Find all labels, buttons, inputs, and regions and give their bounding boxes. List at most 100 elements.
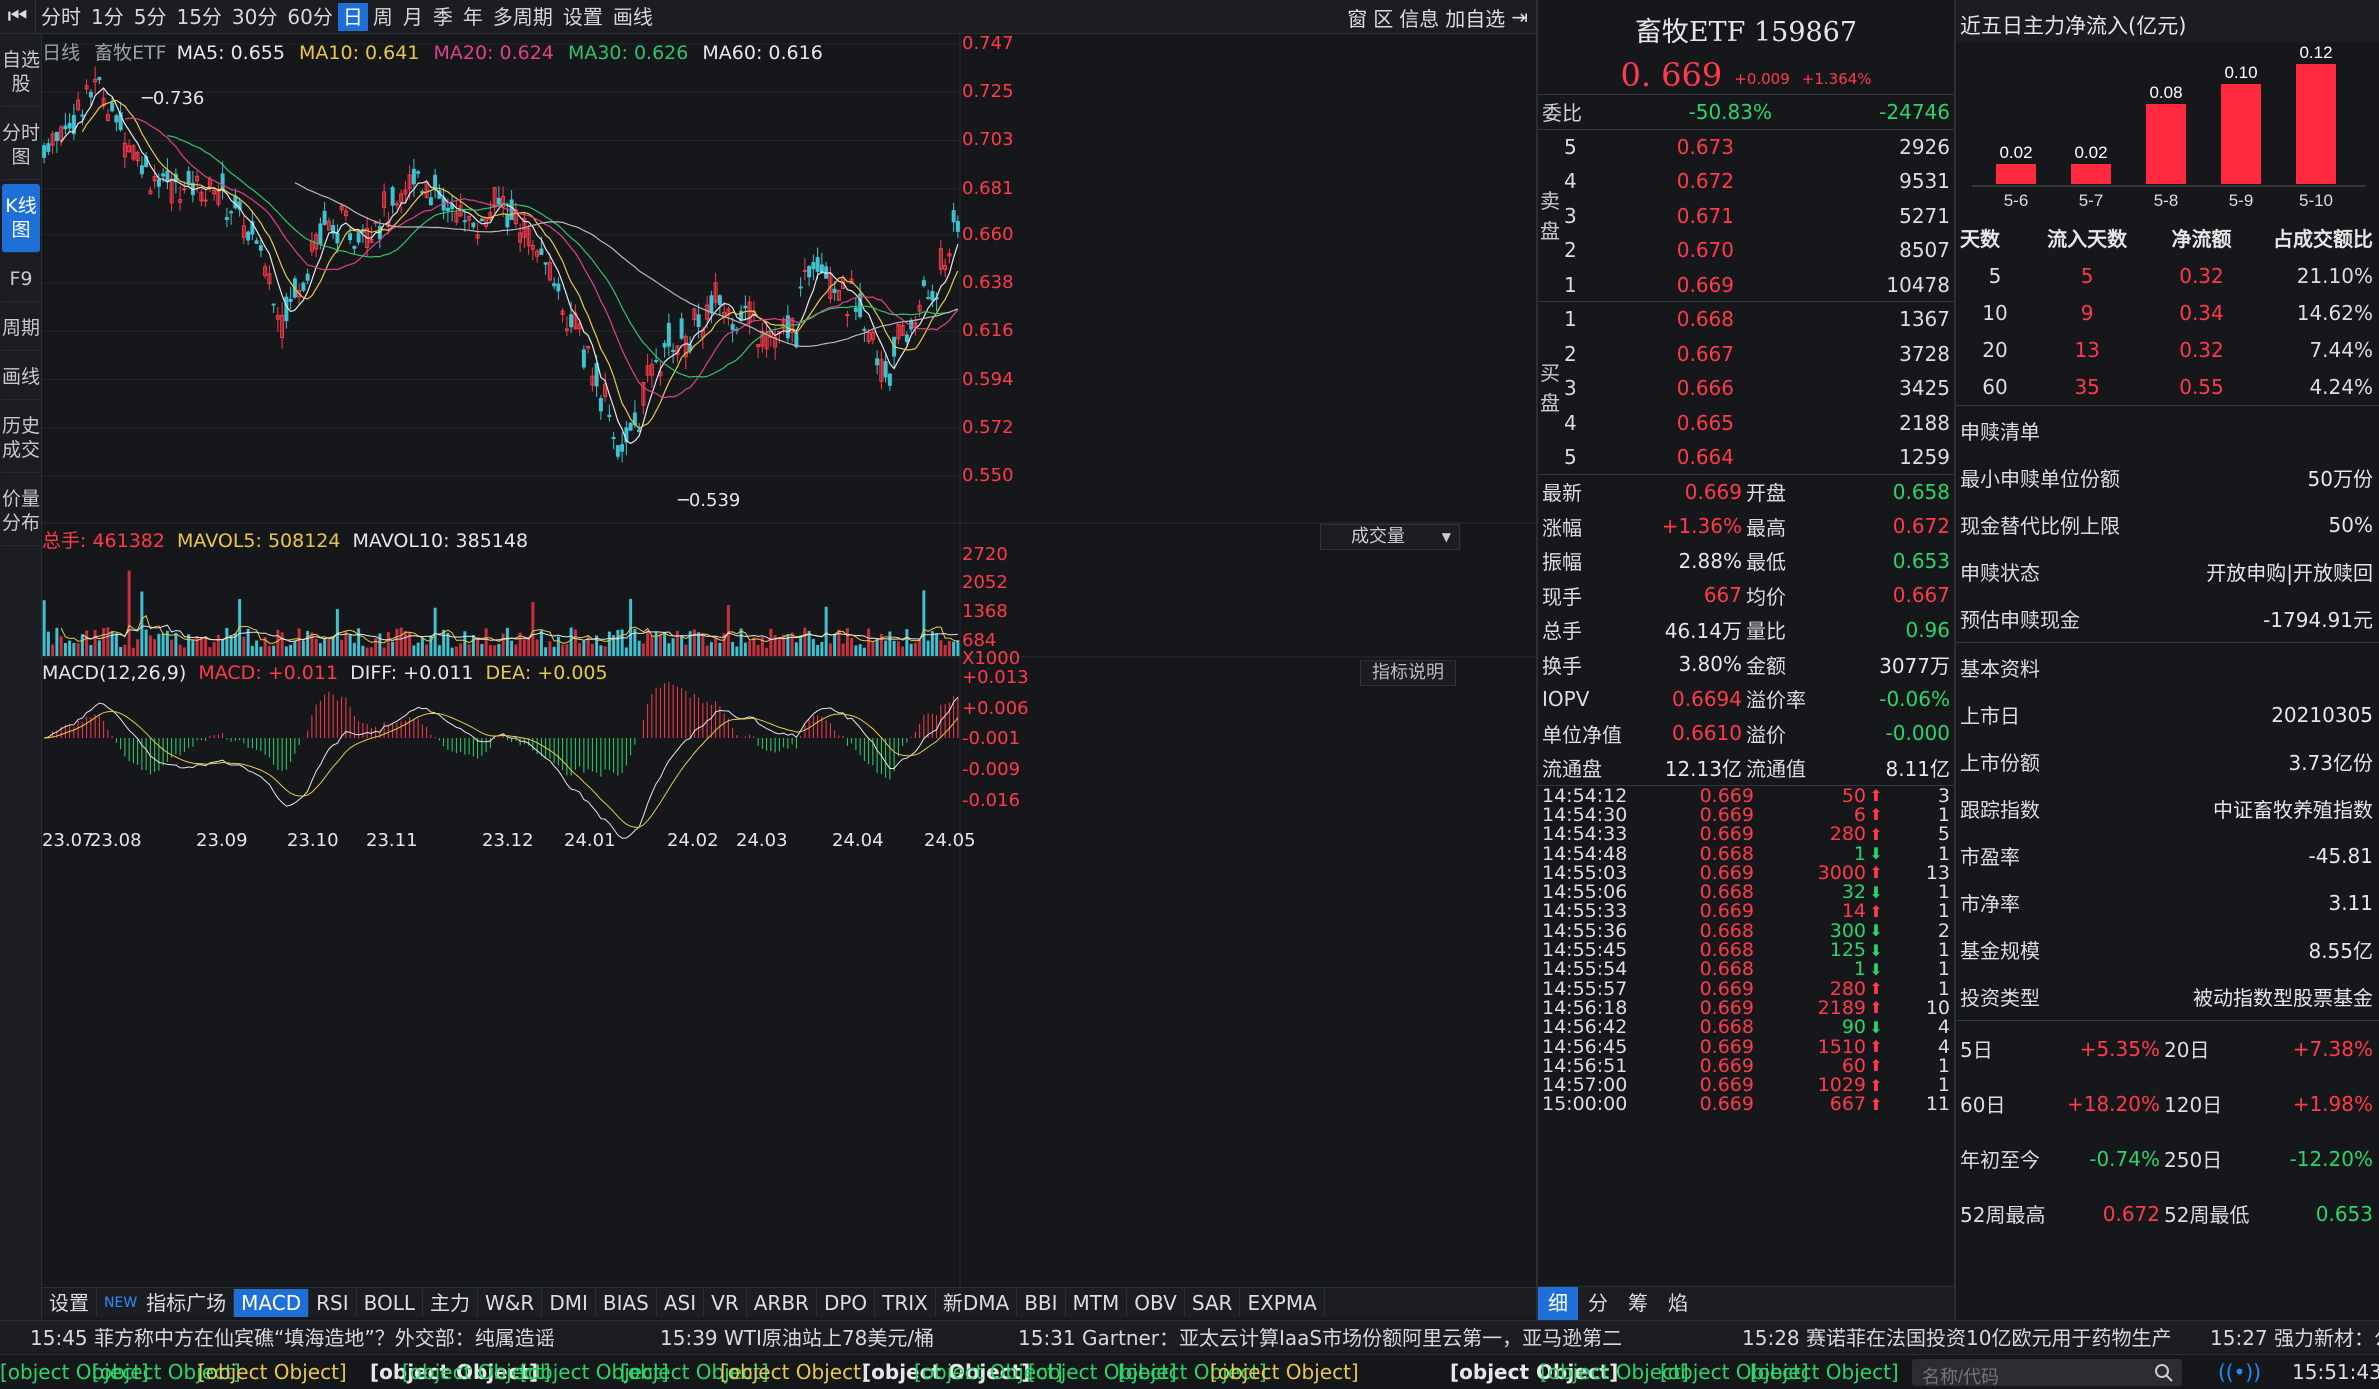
sell-level-row[interactable]: 1 0.669 10478: [1538, 268, 1954, 303]
candle-body: [705, 304, 710, 320]
indicator-tab[interactable]: 新DMA: [936, 1288, 1018, 1317]
period-tab[interactable]: 60分: [287, 4, 333, 29]
quote-bottom-tab[interactable]: 分: [1588, 1291, 1608, 1315]
news-ticker[interactable]: 15:45 菲方称中方在仙宾礁“填海造地”？外交部：纯属造谣 15:39 WTI原…: [0, 1320, 2379, 1354]
back-icon[interactable]: ⏮: [0, 0, 36, 34]
search-box[interactable]: [1912, 1359, 2182, 1389]
quote-bottom-tab[interactable]: 细: [1538, 1287, 1578, 1320]
buy-level-row[interactable]: 5 0.664 1259: [1538, 440, 1954, 475]
price-tick: 0.660: [962, 223, 1014, 245]
period-tab[interactable]: 月: [402, 4, 423, 29]
sell-level-row[interactable]: 4 0.672 9531: [1538, 164, 1954, 199]
pin-icon[interactable]: ⇥: [1511, 5, 1528, 29]
info-value: 开放申购|开放赎回: [2206, 561, 2373, 585]
sidebar-item[interactable]: 分时图: [2, 111, 40, 180]
indicator-tab[interactable]: DMI: [542, 1288, 596, 1317]
toolbar-right-item[interactable]: 区: [1373, 6, 1394, 31]
volume-bar: [531, 602, 535, 656]
flow-table-cell: 5: [1988, 263, 2002, 288]
sidebar-item[interactable]: 自选股: [2, 38, 40, 107]
sell-level-row[interactable]: 5 0.673 2926: [1538, 130, 1954, 165]
volume-bar: [42, 600, 46, 656]
sidebar-item[interactable]: K线图: [2, 184, 40, 253]
news-item[interactable]: 15:27 强力新材：公: [2210, 1326, 2379, 1350]
volume-bar: [488, 644, 492, 656]
volume-bar: [467, 644, 471, 656]
sell-level-row[interactable]: 3 0.671 5271: [1538, 199, 1954, 234]
flow-table-row: 20 13 0.32 7.44%: [1956, 331, 2379, 368]
candle-body: [947, 253, 952, 257]
news-item[interactable]: 15:31 Gartner：亚太云计算IaaS市场份额阿里云第一，亚马逊第二: [1018, 1326, 1623, 1350]
indicator-tab[interactable]: EXPMA: [1240, 1288, 1325, 1317]
candle-body: [866, 331, 871, 343]
index-value: [object Object]: [402, 1360, 551, 1384]
toolbar-right-item[interactable]: 窗: [1347, 6, 1368, 31]
kline-svg[interactable]: [42, 34, 1536, 1287]
period-tab[interactable]: 30分: [231, 4, 278, 29]
indicator-tab[interactable]: SAR: [1185, 1288, 1241, 1317]
search-input[interactable]: [1912, 1364, 2142, 1389]
toolbar-right-item[interactable]: 加自选: [1445, 6, 1506, 31]
indicator-tab[interactable]: OBV: [1127, 1288, 1185, 1317]
indicator-tab[interactable]: ARBR: [747, 1288, 817, 1317]
indicator-tab[interactable]: BOLL: [357, 1288, 424, 1317]
news-item[interactable]: 15:45 菲方称中方在仙宾礁“填海造地”？外交部：纯属造谣: [30, 1326, 555, 1350]
buy-level-row[interactable]: 4 0.665 2188: [1538, 406, 1954, 441]
period-tab[interactable]: 分时: [41, 4, 81, 29]
index-value: [object Object]: [370, 1360, 539, 1384]
indicator-help-button[interactable]: 指标说明: [1360, 660, 1456, 686]
indicator-tab[interactable]: MTM: [1066, 1288, 1128, 1317]
indicator-tab[interactable]: 指标广场: [139, 1288, 235, 1317]
period-tab[interactable]: 设置: [562, 4, 603, 29]
period-tab[interactable]: 季: [432, 4, 453, 29]
period-tab[interactable]: 周: [372, 4, 393, 29]
period-tab[interactable]: 5分: [133, 4, 167, 29]
sell-level-row[interactable]: 2 0.670 8507: [1538, 233, 1954, 268]
news-item[interactable]: 15:39 WTI原油站上78美元/桶: [660, 1326, 935, 1350]
indicator-tab[interactable]: RSI: [309, 1288, 357, 1317]
diff-line: [43, 696, 959, 839]
period-tab[interactable]: 日: [337, 2, 368, 31]
buy-level-row[interactable]: 1 0.668 1367: [1538, 302, 1954, 337]
indicator-tab[interactable]: W&R: [478, 1288, 543, 1317]
period-tab[interactable]: 多周期: [492, 4, 553, 29]
indicator-tab[interactable]: 主力: [423, 1288, 479, 1317]
search-icon[interactable]: [2154, 1363, 2174, 1383]
sidebar-item[interactable]: 价量分布: [2, 477, 40, 546]
sidebar-item[interactable]: 画线: [2, 355, 40, 400]
quote-bottom-tab[interactable]: 焰: [1668, 1291, 1688, 1315]
indicator-tab[interactable]: ASI: [657, 1288, 705, 1317]
buy-level-row[interactable]: 2 0.667 3728: [1538, 337, 1954, 372]
sidebar-item[interactable]: 历史成交: [2, 404, 40, 473]
buy-level-row[interactable]: 3 0.666 3425: [1538, 371, 1954, 406]
indicator-tab[interactable]: DPO: [817, 1288, 876, 1317]
tick-volume: 667: [1829, 1093, 1866, 1116]
period-tab[interactable]: 年: [462, 4, 483, 29]
volume-selector[interactable]: 成交量 ▼: [1320, 524, 1460, 550]
indicator-tab[interactable]: 设置: [42, 1288, 97, 1317]
volume-bar: [552, 646, 556, 656]
date-tick: 24.05: [924, 830, 976, 851]
kline-period: 日线: [42, 42, 81, 64]
candle-body: [305, 273, 310, 281]
indicator-tab[interactable]: NEW: [104, 1294, 138, 1311]
volume-bar: [548, 641, 552, 656]
period-tab[interactable]: 15分: [176, 4, 222, 29]
sidebar-item[interactable]: F9: [2, 257, 40, 302]
indicator-tab[interactable]: MACD: [234, 1288, 310, 1317]
toolbar-right-item[interactable]: 信息: [1399, 6, 1440, 31]
ma-line-60: [294, 182, 959, 348]
period-tab[interactable]: 画线: [612, 4, 653, 29]
indicator-tab[interactable]: VR: [704, 1288, 747, 1317]
dea-value: DEA: +0.005: [485, 662, 608, 684]
candle-body: [679, 318, 684, 339]
indicator-tab[interactable]: BIAS: [596, 1288, 657, 1317]
indicator-tab[interactable]: BBI: [1017, 1288, 1066, 1317]
sidebar-item[interactable]: 周期: [2, 306, 40, 351]
info-value: 被动指数型股票基金: [2193, 986, 2373, 1010]
period-tab[interactable]: 1分: [91, 4, 124, 29]
volume-bar: [680, 635, 684, 656]
indicator-tab[interactable]: TRIX: [875, 1288, 936, 1317]
news-item[interactable]: 15:28 赛诺菲在法国投资10亿欧元用于药物生产: [1742, 1326, 2172, 1350]
quote-bottom-tab[interactable]: 筹: [1628, 1291, 1648, 1315]
